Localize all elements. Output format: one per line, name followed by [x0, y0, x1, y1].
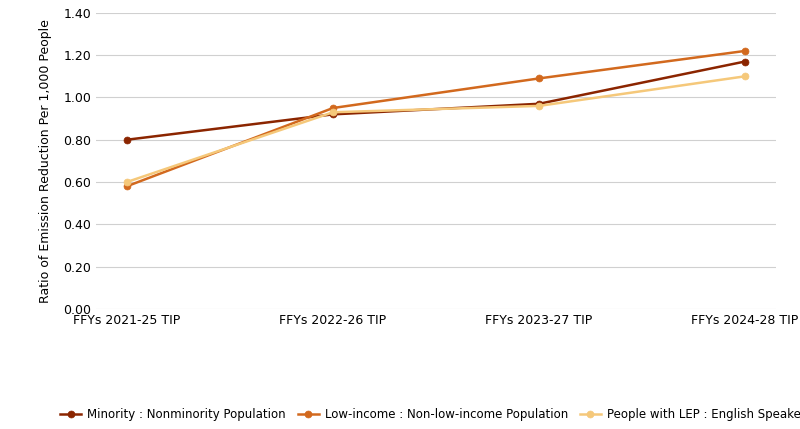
Line: Low-income : Non-low-income Population: Low-income : Non-low-income Population	[123, 48, 749, 190]
Legend: Minority : Nonminority Population, Low-income : Non-low-income Population, Peopl: Minority : Nonminority Population, Low-i…	[55, 404, 800, 426]
Low-income : Non-low-income Population: (1, 0.95): Non-low-income Population: (1, 0.95)	[328, 106, 338, 111]
Low-income : Non-low-income Population: (0, 0.58): Non-low-income Population: (0, 0.58)	[122, 184, 132, 189]
Line: People with LEP : English Speakers: People with LEP : English Speakers	[123, 73, 749, 185]
Y-axis label: Ratio of Emission Reduction Per 1,000 People: Ratio of Emission Reduction Per 1,000 Pe…	[39, 19, 52, 303]
Line: Minority : Nonminority Population: Minority : Nonminority Population	[123, 58, 749, 143]
Minority : Nonminority Population: (3, 1.17): Nonminority Population: (3, 1.17)	[740, 59, 750, 64]
People with LEP : English Speakers: (1, 0.93): English Speakers: (1, 0.93)	[328, 110, 338, 115]
Minority : Nonminority Population: (1, 0.92): Nonminority Population: (1, 0.92)	[328, 112, 338, 117]
People with LEP : English Speakers: (3, 1.1): English Speakers: (3, 1.1)	[740, 74, 750, 79]
Low-income : Non-low-income Population: (3, 1.22): Non-low-income Population: (3, 1.22)	[740, 48, 750, 54]
Low-income : Non-low-income Population: (2, 1.09): Non-low-income Population: (2, 1.09)	[534, 76, 544, 81]
Minority : Nonminority Population: (2, 0.97): Nonminority Population: (2, 0.97)	[534, 101, 544, 106]
People with LEP : English Speakers: (0, 0.6): English Speakers: (0, 0.6)	[122, 179, 132, 184]
People with LEP : English Speakers: (2, 0.96): English Speakers: (2, 0.96)	[534, 103, 544, 109]
Minority : Nonminority Population: (0, 0.8): Nonminority Population: (0, 0.8)	[122, 137, 132, 142]
